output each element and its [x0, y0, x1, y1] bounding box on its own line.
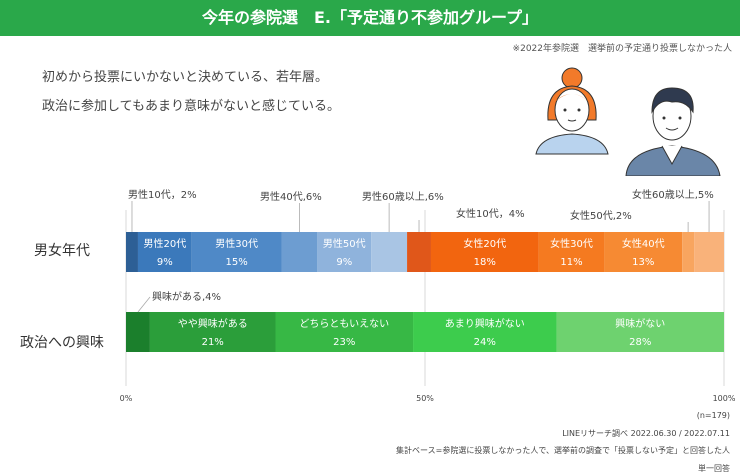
man-figure [625, 87, 721, 176]
segment-value-label: 15% [226, 257, 248, 268]
bar-segment [191, 232, 282, 272]
bar-segment [430, 232, 539, 272]
callout-label: 男性10代，2% [128, 188, 197, 201]
stacked-bar-chart: 男女年代 男性20代 9% 男性30代 15% 男性50代 9% 女性20代 18% 女性30代 1… [20, 188, 736, 403]
bar-segment [137, 232, 192, 272]
x-tick-label: 0% [120, 394, 133, 403]
sample-size: (n=179) [696, 411, 730, 420]
segment-value-label: 13% [632, 257, 654, 268]
callout-label: 女性10代，4% [456, 207, 525, 220]
x-tick-label: 100% [713, 394, 736, 403]
segment-value-label: 11% [560, 257, 582, 268]
bar-segment [604, 232, 683, 272]
lead-text-line-1: 初めから投票にいかないと決めている、若年層。 [42, 70, 329, 85]
segment-name-label: 女性40代 [622, 237, 665, 250]
segment-name-label: どちらともいえない [299, 318, 389, 330]
segment-name-label: あまり興味がない [445, 317, 525, 330]
bar-segment [407, 232, 431, 272]
bar-segment [538, 232, 605, 272]
segment-value-label: 9% [157, 257, 173, 268]
bar-segment [694, 232, 724, 272]
x-tick-label: 50% [416, 394, 434, 403]
woman-figure [535, 67, 609, 155]
target-note: ※2022年参院選 選挙前の予定通り投票しなかった人 [512, 44, 732, 54]
page-title: 今年の参院選 E.「予定通り不参加グループ」 [201, 8, 539, 27]
segment-name-label: 男性30代 [215, 237, 258, 250]
title-banner [0, 0, 740, 36]
segment-name-label: 男性20代 [144, 237, 187, 250]
bar-segment [149, 312, 276, 352]
lead-text-line-2: 政治に参加してもあまり意味がないと感じている。 [42, 99, 340, 114]
segment-value-label: 21% [202, 337, 224, 348]
bar-segment [682, 232, 695, 272]
bar-segment [126, 232, 138, 272]
bar-segment [317, 232, 372, 272]
callout-leader [137, 296, 151, 313]
bar-segment [126, 312, 150, 352]
segment-value-label: 24% [474, 337, 496, 348]
segment-value-label: 28% [629, 337, 651, 348]
bar-segment [413, 312, 557, 352]
segment-value-label: 9% [336, 257, 352, 268]
segment-name-label: やや興味がある [178, 317, 248, 330]
bar-segment [275, 312, 414, 352]
segment-value-label: 18% [474, 257, 496, 268]
callout-label: 男性60歳以上,6% [362, 190, 444, 203]
callout-label: 男性40代,6% [260, 190, 322, 203]
bar-segment [556, 312, 724, 352]
segment-value-label: 23% [333, 337, 355, 348]
base-text: 集計ベース=参院選に投票しなかった人で、選挙前の調査で「投票しない予定」と回答し… [396, 446, 730, 455]
bar-segment [281, 232, 318, 272]
segment-name-label: 興味がない [615, 317, 665, 330]
source-text: LINEリサーチ調べ 2022.06.30 / 2022.07.11 [562, 429, 730, 438]
category-label: 政治への興味 [20, 335, 104, 351]
callout-label: 女性60歳以上,5% [632, 188, 714, 201]
category-label: 男女年代 [34, 242, 90, 259]
bar-segment [371, 232, 408, 272]
callout-label: 興味がある,4% [152, 290, 221, 303]
segment-name-label: 男性50代 [323, 237, 366, 250]
callout-label: 女性50代,2% [570, 209, 632, 222]
answer-type: 単一回答 [698, 464, 730, 473]
people-illustration [535, 67, 721, 176]
segment-name-label: 女性20代 [463, 237, 506, 250]
segment-name-label: 女性30代 [550, 237, 593, 250]
